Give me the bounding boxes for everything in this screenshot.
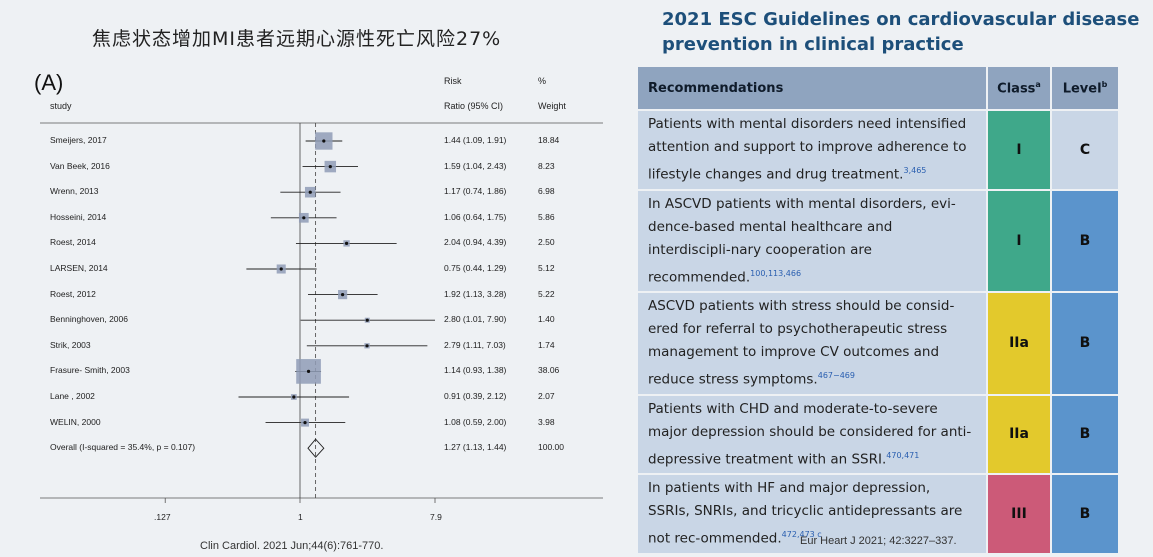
ci-label: 0.75 (0.44, 1.29) [444,263,507,273]
recommendation-text: Patients with CHD and moderate-to-severe… [638,395,986,473]
study-name: Roest, 2012 [50,288,96,299]
study-name: WELIN, 2000 [50,416,101,427]
point-estimate [306,369,311,373]
reference-superscript: 467−469 [817,371,855,380]
weight-label: 5.22 [538,288,555,299]
recommendation-row: Patients with mental disorders need inte… [638,111,1118,189]
study-name: Frasure- Smith, 2003 [50,365,130,376]
class-cell: IIa [988,395,1050,473]
ci-label: 1.44 (1.09, 1.91) [444,135,507,145]
ci-label: 2.04 (0.94, 4.39) [444,237,507,248]
study-name: Strik, 2003 [50,339,91,350]
risk-header-line1: Risk [444,76,462,86]
class-cell: I [988,190,1050,291]
recommendation-row: In ASCVD patients with mental disorders,… [638,190,1118,291]
study-name: Roest, 2014 [50,237,96,248]
point-estimate [365,344,369,348]
weight-label: 2.07 [538,391,555,401]
recommendation-text: In patients with HF and major depression… [638,475,986,553]
recommendation-row: ASCVD patients with stress should be con… [638,293,1118,394]
recommendations-table: Recommendations Classa Levelb Patients w… [636,65,1120,555]
study-header: study [50,101,72,111]
point-estimate [344,241,349,245]
right-title: 2021 ESC Guidelines on cardiovascular di… [662,9,1140,55]
left-citation: Clin Cardiol. 2021 Jun;44(6):761-770. [200,540,384,552]
ci-label: 1.59 (1.04, 2.43) [444,160,507,171]
overall-ci-label: 1.27 (1.13, 1.44) [444,442,507,453]
recommendation-row: In patients with HF and major depression… [638,475,1118,553]
table-header-row: Recommendations Classa Levelb [638,67,1118,109]
x-tick-label: .127 [154,512,171,522]
study-name: Van Beek, 2016 [50,160,110,171]
class-header: Classa [988,67,1050,109]
ci-label: 1.92 (1.13, 3.28) [444,288,507,299]
x-tick-label: 1 [298,512,303,522]
weight-label: 8.23 [538,160,555,171]
study-name: Lane , 2002 [50,391,95,401]
study-name: Benninghoven, 2006 [50,314,128,325]
weight-label: 1.40 [538,314,555,325]
ci-label: 1.17 (0.74, 1.86) [444,186,507,197]
right-citation: Eur Heart J 2021; 42:3227–337. [800,535,957,547]
overall-diamond [307,438,325,458]
weight-header-line1: % [538,76,547,86]
recommendation-text: In ASCVD patients with mental disorders,… [638,190,986,291]
point-estimate [279,267,283,271]
study-name: Hosseini, 2014 [50,211,107,222]
left-title: 焦虑状态增加MI患者远期心源性死亡风险27% [92,28,502,50]
overall-label: Overall (I-squared = 35.4%, p = 0.107) [50,442,196,453]
recommendation-text: Patients with mental disorders need inte… [638,111,986,189]
point-estimate [365,318,369,322]
ci-label: 2.79 (1.11, 7.03) [444,339,506,350]
point-estimate [322,139,326,143]
study-name: Smeijers, 2017 [50,135,107,145]
level-header: Levelb [1052,67,1118,109]
ci-label: 1.08 (0.59, 2.00) [444,416,507,427]
point-estimate [302,216,306,220]
recommendation-row: Patients with CHD and moderate-to-severe… [638,395,1118,473]
weight-label: 2.50 [538,237,555,248]
recommendations-header: Recommendations [638,67,986,109]
level-cell: B [1052,475,1118,553]
ci-label: 1.06 (0.64, 1.75) [444,211,507,222]
reference-superscript: 100,113,466 [750,268,802,278]
weight-label: 6.98 [538,186,555,197]
overall-weight-label: 100.00 [538,442,564,453]
weight-label: 3.98 [538,416,555,427]
level-cell: C [1052,111,1118,189]
ci-label: 2.80 (1.01, 7.90) [444,314,507,325]
weight-header-line2: Weight [538,101,566,111]
point-estimate [308,190,312,194]
point-estimate [328,165,332,169]
level-cell: B [1052,395,1118,473]
reference-superscript: 3,465 [903,166,927,175]
weight-label: 18.84 [538,135,560,145]
weight-label: 38.06 [538,365,560,376]
point-estimate [292,395,296,399]
panel-label: (A) [34,70,64,95]
class-cell: IIa [988,293,1050,394]
x-tick-label: 7.9 [430,512,442,522]
weight-label: 1.74 [538,339,555,350]
reference-superscript: 470,471 [886,450,920,460]
class-cell: I [988,111,1050,189]
level-cell: B [1052,293,1118,394]
point-estimate [341,293,345,297]
study-name: Wrenn, 2013 [50,186,99,197]
point-estimate [303,421,307,425]
level-cell: B [1052,190,1118,291]
recommendation-text: ASCVD patients with stress should be con… [638,293,986,394]
class-cell: III [988,475,1050,553]
weight-label: 5.12 [538,263,555,273]
ci-label: 0.91 (0.39, 2.12) [444,391,507,401]
ci-label: 1.14 (0.93, 1.38) [444,365,507,376]
study-name: LARSEN, 2014 [50,263,108,273]
weight-label: 5.86 [538,211,555,222]
risk-header-line2: Ratio (95% CI) [444,101,504,111]
reference-superscript: 472,473 c [781,530,822,539]
forest-plot [40,122,603,503]
